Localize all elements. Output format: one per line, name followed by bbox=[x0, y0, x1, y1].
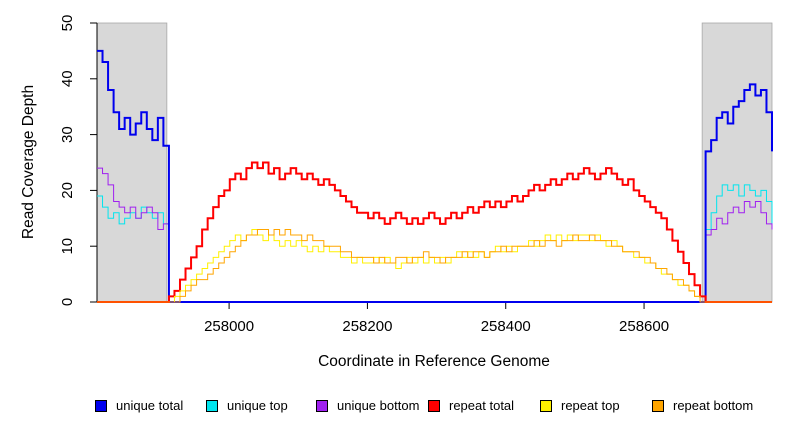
shaded-regions-group bbox=[96, 22, 773, 303]
y-tick-label: 0 bbox=[59, 298, 76, 306]
y-axis-title: Read Coverage Depth bbox=[20, 85, 37, 239]
series-repeat-top-line bbox=[97, 228, 772, 303]
x-tick-label: 258400 bbox=[481, 318, 531, 335]
y-tick-label: 10 bbox=[59, 238, 76, 255]
series-unique-top-line bbox=[97, 184, 773, 303]
series-repeat-total-line bbox=[97, 161, 772, 303]
y-tick-label: 30 bbox=[59, 126, 76, 143]
shaded-region-right-flank bbox=[701, 22, 773, 303]
x-tick-label: 258000 bbox=[204, 318, 254, 335]
y-tick-label: 40 bbox=[59, 70, 76, 87]
x-tick-label: 258600 bbox=[619, 318, 669, 335]
series-unique-total-line bbox=[97, 49, 773, 303]
series-repeat-bottom-line bbox=[97, 228, 772, 303]
series-unique-bottom-line bbox=[97, 167, 773, 303]
x-axis-title: Coordinate in Reference Genome bbox=[318, 353, 550, 370]
series-lines-group bbox=[97, 49, 773, 303]
x-tick-label: 258200 bbox=[342, 318, 392, 335]
y-tick-label: 50 bbox=[59, 15, 76, 32]
y-tick-label: 20 bbox=[59, 182, 76, 199]
